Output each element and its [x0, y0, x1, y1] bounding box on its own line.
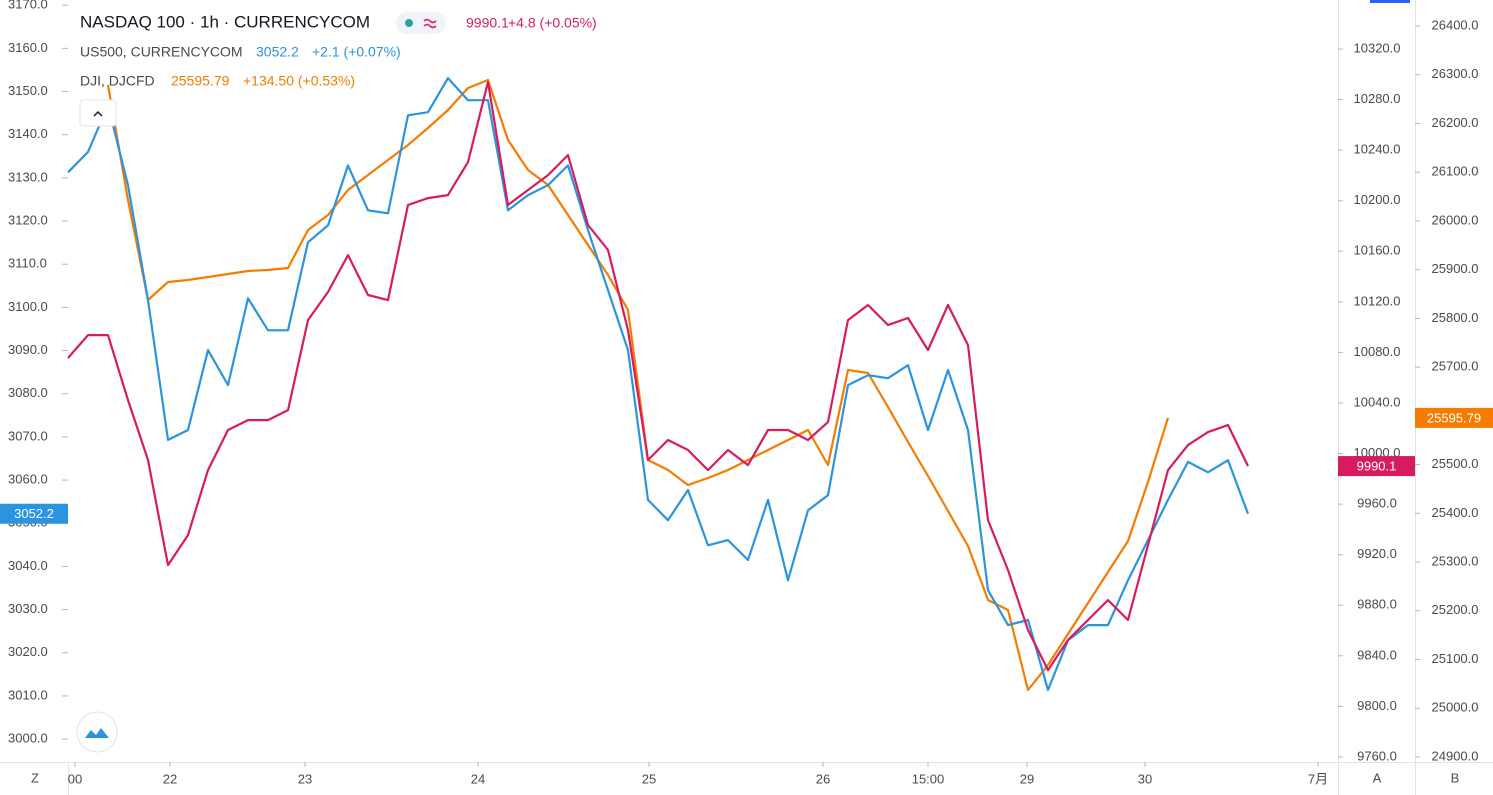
y-tick-label: 10280.0: [1354, 91, 1401, 106]
y-tick-label: 9880.0: [1357, 597, 1397, 612]
y-tick-label: 3110.0: [8, 256, 47, 271]
y-tick-label: 25700.0: [1432, 359, 1479, 374]
y-tick-label: 26400.0: [1432, 17, 1479, 32]
legend-value: 9990.1: [466, 15, 509, 31]
status-badge[interactable]: [396, 12, 446, 34]
y-tick-label: 10320.0: [1354, 40, 1401, 55]
y-tick-label: 3030.0: [8, 601, 48, 616]
y-tick-label: 10080.0: [1354, 344, 1401, 359]
y-tick-label: 25200.0: [1432, 602, 1479, 617]
y-tick-label: 9920.0: [1357, 546, 1397, 561]
price-tag: [1338, 456, 1415, 477]
y-tick-label: 3040.0: [8, 558, 48, 573]
y-tick-label: 3160.0: [8, 40, 48, 55]
y-tick-label: 3120.0: [8, 212, 48, 227]
y-tick-label: 3060.0: [8, 472, 48, 487]
y-tick-label: 3070.0: [8, 428, 48, 443]
y-tick-label: 25800.0: [1432, 310, 1479, 325]
status-dot: [405, 19, 413, 27]
price-tag: [1415, 407, 1493, 428]
legend-value: 25595.79: [171, 73, 230, 89]
x-tick-label: 25: [642, 771, 656, 786]
x-tick-label: 15:00: [912, 771, 945, 786]
collapse-icon: [93, 110, 103, 117]
y-tick-label: 9840.0: [1357, 647, 1397, 662]
price-tag: [0, 503, 68, 524]
axis-highlight: [1370, 0, 1410, 3]
price-tag-label: 3052.2: [14, 506, 54, 521]
y-tick-label: 9800.0: [1357, 698, 1397, 713]
axis-button[interactable]: B: [1451, 770, 1460, 785]
y-tick-label: 3140.0: [8, 126, 48, 141]
y-tick-label: 9760.0: [1357, 748, 1397, 763]
x-tick-label: 23: [298, 771, 312, 786]
logo[interactable]: [76, 711, 118, 753]
y-tick-label: 26100.0: [1432, 164, 1479, 179]
legend-title: NASDAQ 100 · 1h · CURRENCYCOM: [80, 12, 370, 31]
y-tick-label: 25300.0: [1432, 553, 1479, 568]
legend-name: US500, CURRENCYCOM: [80, 44, 243, 60]
x-tick-label: 00: [68, 771, 82, 786]
y-tick-label: 25400.0: [1432, 505, 1479, 520]
y-tick-label: 3020.0: [8, 644, 48, 659]
y-tick-label: 26300.0: [1432, 66, 1479, 81]
y-tick-label: 25000.0: [1432, 700, 1479, 715]
y-tick-label: 10040.0: [1354, 394, 1401, 409]
series-line: [106, 78, 1170, 692]
plot: [67, 77, 1250, 692]
y-tick-label: 9960.0: [1357, 496, 1397, 511]
axis-button[interactable]: Z: [31, 770, 39, 785]
legend-value: 3052.2: [256, 44, 299, 60]
legend-change: +134.50 (+0.53%): [243, 73, 355, 89]
axis-button[interactable]: A: [1373, 770, 1382, 785]
y-tick-label: 26200.0: [1432, 115, 1479, 130]
series-line: [67, 77, 1250, 691]
y-tick-label: 25500.0: [1432, 456, 1479, 471]
legend-change: +2.1 (+0.07%): [312, 44, 401, 60]
y-tick-label: 3130.0: [8, 169, 48, 184]
price-tag-label: 25595.79: [1427, 410, 1481, 425]
y-tick-label: 10200.0: [1354, 192, 1401, 207]
y-tick-label: 10160.0: [1354, 243, 1401, 258]
legend: NASDAQ 100 · 1h · CURRENCYCOM 9990.1 +4.…: [79, 12, 597, 127]
y-tick-label: 3150.0: [8, 83, 48, 98]
x-tick-label: 24: [471, 771, 485, 786]
y-tick-label: 24900.0: [1432, 748, 1479, 763]
y-tick-label: 3170.0: [8, 0, 48, 12]
legend-name: DJI, DJCFD: [80, 73, 155, 89]
y-tick-label: 26000.0: [1432, 212, 1479, 227]
y-tick-label: 25100.0: [1432, 651, 1479, 666]
x-tick-label: 26: [816, 771, 830, 786]
y-tick-label: 3080.0: [8, 385, 48, 400]
y-tick-label: 3100.0: [8, 299, 48, 314]
x-tick-label: 29: [1020, 771, 1034, 786]
x-tick-label: 7月: [1308, 771, 1328, 786]
y-tick-label: 10240.0: [1354, 142, 1401, 157]
legend-change: +4.8 (+0.05%): [508, 15, 597, 31]
y-tick-label: 10120.0: [1354, 293, 1401, 308]
x-tick-label: 22: [163, 771, 177, 786]
price-tag-label: 9990.1: [1357, 459, 1397, 474]
y-tick-label: 25900.0: [1432, 261, 1479, 276]
y-tick-label: 3000.0: [8, 731, 48, 746]
x-tick-label: 30: [1138, 771, 1152, 786]
status-icon: [423, 18, 437, 29]
y-tick-label: 3090.0: [8, 342, 48, 357]
y-tick-label: 3010.0: [8, 687, 48, 702]
series-line: [67, 80, 1249, 672]
logo-icon: [85, 728, 109, 738]
